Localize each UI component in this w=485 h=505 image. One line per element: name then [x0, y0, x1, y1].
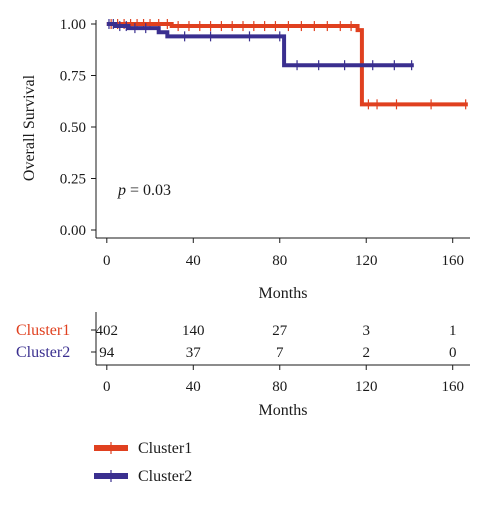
series-line-cluster1 — [106, 22, 468, 107]
risk-x-tick-label: 160 — [441, 379, 464, 395]
y-axis-label: Overall Survival — [21, 74, 38, 181]
y-tick-label: 0.75 — [60, 69, 86, 85]
risk-x-tick-label: 0 — [103, 379, 111, 395]
risk-table: Cluster1 Cluster2 402 140 27 3 1 94 37 7 2 0 0 40 80… — [16, 312, 470, 419]
risk-count-cluster2: 7 — [276, 345, 284, 361]
legend-label-cluster2: Cluster2 — [138, 468, 192, 485]
y-tick-label: 0.00 — [60, 223, 86, 239]
risk-table-x-ticks: 0 40 80 120 160 — [103, 365, 464, 395]
risk-count-cluster2: 2 — [362, 345, 370, 361]
risk-row-label-cluster2: Cluster2 — [16, 344, 70, 361]
risk-count-cluster1: 140 — [182, 323, 205, 339]
x-tick-label: 120 — [355, 253, 378, 269]
risk-x-tick-label: 40 — [186, 379, 201, 395]
risk-count-cluster2: 37 — [186, 345, 202, 361]
p-value-annotation: p = 0.03 — [117, 182, 171, 199]
risk-count-cluster1: 27 — [272, 323, 288, 339]
y-tick-label: 0.50 — [60, 120, 86, 136]
x-axis-ticks: 0 40 80 120 160 — [103, 238, 464, 269]
x-tick-label: 160 — [441, 253, 464, 269]
risk-table-counts: 402 140 27 3 1 94 37 7 2 0 — [96, 323, 457, 361]
y-tick-label: 0.25 — [60, 172, 86, 188]
legend: Cluster1 Cluster2 — [94, 440, 192, 485]
x-tick-label: 0 — [103, 253, 111, 269]
survival-curves — [106, 19, 468, 110]
series-line-cluster2 — [106, 22, 414, 68]
y-axis-ticks: 0.00 0.25 0.50 0.75 1.00 — [60, 17, 96, 239]
series-cluster2 — [106, 19, 414, 71]
risk-table-row-labels: Cluster1 Cluster2 — [16, 322, 96, 361]
p-value-label: p — [117, 182, 126, 199]
risk-count-cluster2: 0 — [449, 345, 457, 361]
risk-x-tick-label: 80 — [272, 379, 287, 395]
risk-x-tick-label: 120 — [355, 379, 378, 395]
km-plot: Overall Survival 0.00 0.25 0.50 0.75 1.00 0 4… — [21, 17, 470, 302]
risk-table-x-label: Months — [259, 402, 308, 419]
x-axis-label: Months — [259, 285, 308, 302]
y-tick-label: 1.00 — [60, 17, 86, 33]
risk-count-cluster1: 402 — [96, 323, 119, 339]
risk-row-label-cluster1: Cluster1 — [16, 322, 70, 339]
x-tick-label: 40 — [186, 253, 201, 269]
risk-count-cluster1: 3 — [362, 323, 370, 339]
legend-item-cluster2: Cluster2 — [94, 468, 192, 485]
x-tick-label: 80 — [272, 253, 287, 269]
p-value-text: = 0.03 — [126, 182, 171, 199]
legend-item-cluster1: Cluster1 — [94, 440, 192, 457]
risk-count-cluster1: 1 — [449, 323, 457, 339]
risk-count-cluster2: 94 — [99, 345, 115, 361]
legend-label-cluster1: Cluster1 — [138, 440, 192, 457]
